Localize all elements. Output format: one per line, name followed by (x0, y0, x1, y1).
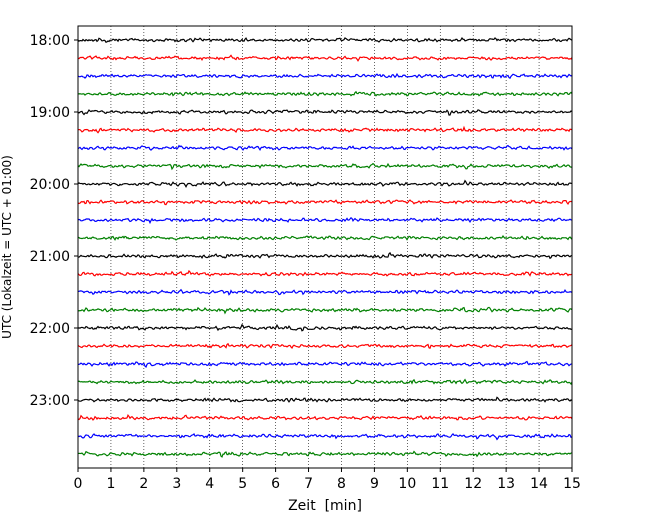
seismic-trace (77, 125, 573, 134)
seismic-trace (77, 432, 573, 441)
x-tick-label: 13 (497, 476, 515, 492)
x-tick-label: 2 (139, 476, 148, 492)
x-tick-label: 14 (530, 476, 548, 492)
x-tick-label: 12 (464, 476, 482, 492)
seismic-trace (77, 251, 573, 260)
y-tick-label: 22:00 (30, 321, 70, 337)
seismic-trace (77, 162, 573, 171)
x-tick-label: 0 (74, 476, 83, 492)
y-tick-label: 21:00 (30, 249, 70, 265)
seismic-trace (77, 54, 573, 62)
seismic-traces (77, 36, 573, 458)
seismic-trace (77, 72, 573, 79)
seismic-trace (77, 306, 573, 315)
seismic-trace (77, 396, 573, 403)
x-tick-label: 7 (304, 476, 313, 492)
seismic-trace (77, 144, 573, 151)
seismic-trace (77, 288, 573, 296)
x-tick-label: 15 (563, 476, 581, 492)
x-tick-label: 8 (337, 476, 346, 492)
seismic-trace (77, 109, 573, 116)
x-tick-label: 3 (172, 476, 181, 492)
seismic-trace (77, 413, 573, 421)
seismic-trace (77, 378, 573, 386)
plot-frame (77, 25, 573, 469)
y-axis-label: UTC (Lokalzeit = UTC + 01:00) (0, 155, 14, 339)
seismic-trace (77, 269, 573, 277)
seismic-trace (77, 234, 573, 241)
seismic-trace (77, 179, 573, 188)
seismic-trace (77, 216, 573, 225)
x-tick-label: 6 (271, 476, 280, 492)
x-axis-label: Zeit [min] (288, 498, 362, 514)
x-tick-label: 4 (205, 476, 214, 492)
x-tick-label: 9 (370, 476, 379, 492)
seismic-trace (77, 36, 573, 43)
x-tick-label: 5 (238, 476, 247, 492)
y-axis: 18:00 19:00 20:00 21:00 22:00 23:00 (30, 33, 78, 409)
x-tick-label: 10 (398, 476, 416, 492)
y-tick-label: 23:00 (30, 393, 70, 409)
seismic-trace (77, 450, 573, 458)
y-tick-label: 18:00 (30, 33, 70, 49)
x-tick-label: 11 (431, 476, 449, 492)
seismic-trace (77, 342, 573, 350)
seismic-trace (77, 199, 573, 206)
seismic-trace (77, 323, 573, 332)
x-tick-label: 1 (106, 476, 115, 492)
seismic-trace (77, 360, 573, 368)
grid-lines (110, 26, 540, 468)
seismic-trace (77, 90, 573, 97)
y-tick-label: 19:00 (30, 105, 70, 121)
x-axis: 0 1 2 3 4 5 6 7 8 9 10 11 12 13 14 15 (74, 468, 581, 492)
y-tick-label: 20:00 (30, 177, 70, 193)
